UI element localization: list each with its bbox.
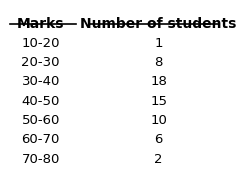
Text: 18: 18 xyxy=(150,75,167,88)
Text: 50-60: 50-60 xyxy=(21,114,60,127)
Text: 2: 2 xyxy=(154,153,163,166)
Text: 15: 15 xyxy=(150,95,167,108)
Text: Marks: Marks xyxy=(17,17,64,31)
Text: 10: 10 xyxy=(150,114,167,127)
Text: 10-20: 10-20 xyxy=(21,37,60,50)
Text: Number of students: Number of students xyxy=(80,17,237,31)
Text: 30-40: 30-40 xyxy=(21,75,60,88)
Text: 1: 1 xyxy=(154,37,163,50)
Text: 8: 8 xyxy=(154,56,163,69)
Text: 6: 6 xyxy=(154,133,163,146)
Text: 20-30: 20-30 xyxy=(21,56,60,69)
Text: 70-80: 70-80 xyxy=(21,153,60,166)
Text: 40-50: 40-50 xyxy=(21,95,60,108)
Text: 60-70: 60-70 xyxy=(21,133,60,146)
